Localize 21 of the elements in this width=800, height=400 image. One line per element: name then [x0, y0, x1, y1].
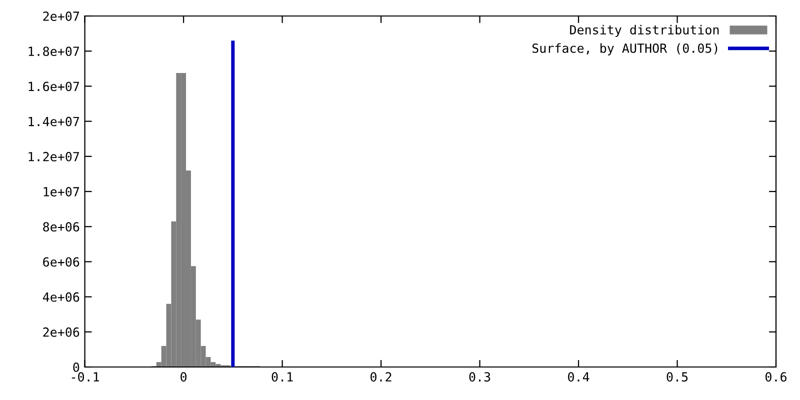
y-tick-label: 1e+07 [44, 187, 79, 196]
x-tick-label: 0.2 [370, 372, 392, 382]
y-tick-label: 2e+07 [43, 12, 79, 21]
y-tick-label: 0 [73, 362, 80, 372]
x-tick-label: 0.6 [766, 372, 786, 382]
y-tick-label: 1.4e+07 [28, 116, 79, 126]
y-tick-label: 1.2e+07 [28, 152, 79, 162]
x-tick-label: 0.5 [666, 372, 688, 382]
legend-label: Density distribution [570, 24, 719, 37]
x-tick-label: 0 [180, 372, 186, 382]
x-tick-label: 0.3 [469, 372, 490, 382]
y-tick-label: 1.6e+07 [28, 82, 79, 92]
y-tick-label: 2e+06 [43, 327, 80, 337]
y-tick-label: 6e+06 [43, 257, 80, 267]
y-tick-label: 1.8e+07 [28, 46, 79, 56]
y-tick-label: 4e+06 [42, 292, 80, 302]
legend-label: Surface, by AUTHOR (0.05) [532, 43, 718, 56]
x-tick-label: 0.4 [568, 372, 590, 382]
y-tick-label: 8e+06 [43, 222, 80, 232]
x-tick-label: 0.1 [272, 372, 293, 382]
x-tick-label: -0.1 [72, 372, 100, 382]
